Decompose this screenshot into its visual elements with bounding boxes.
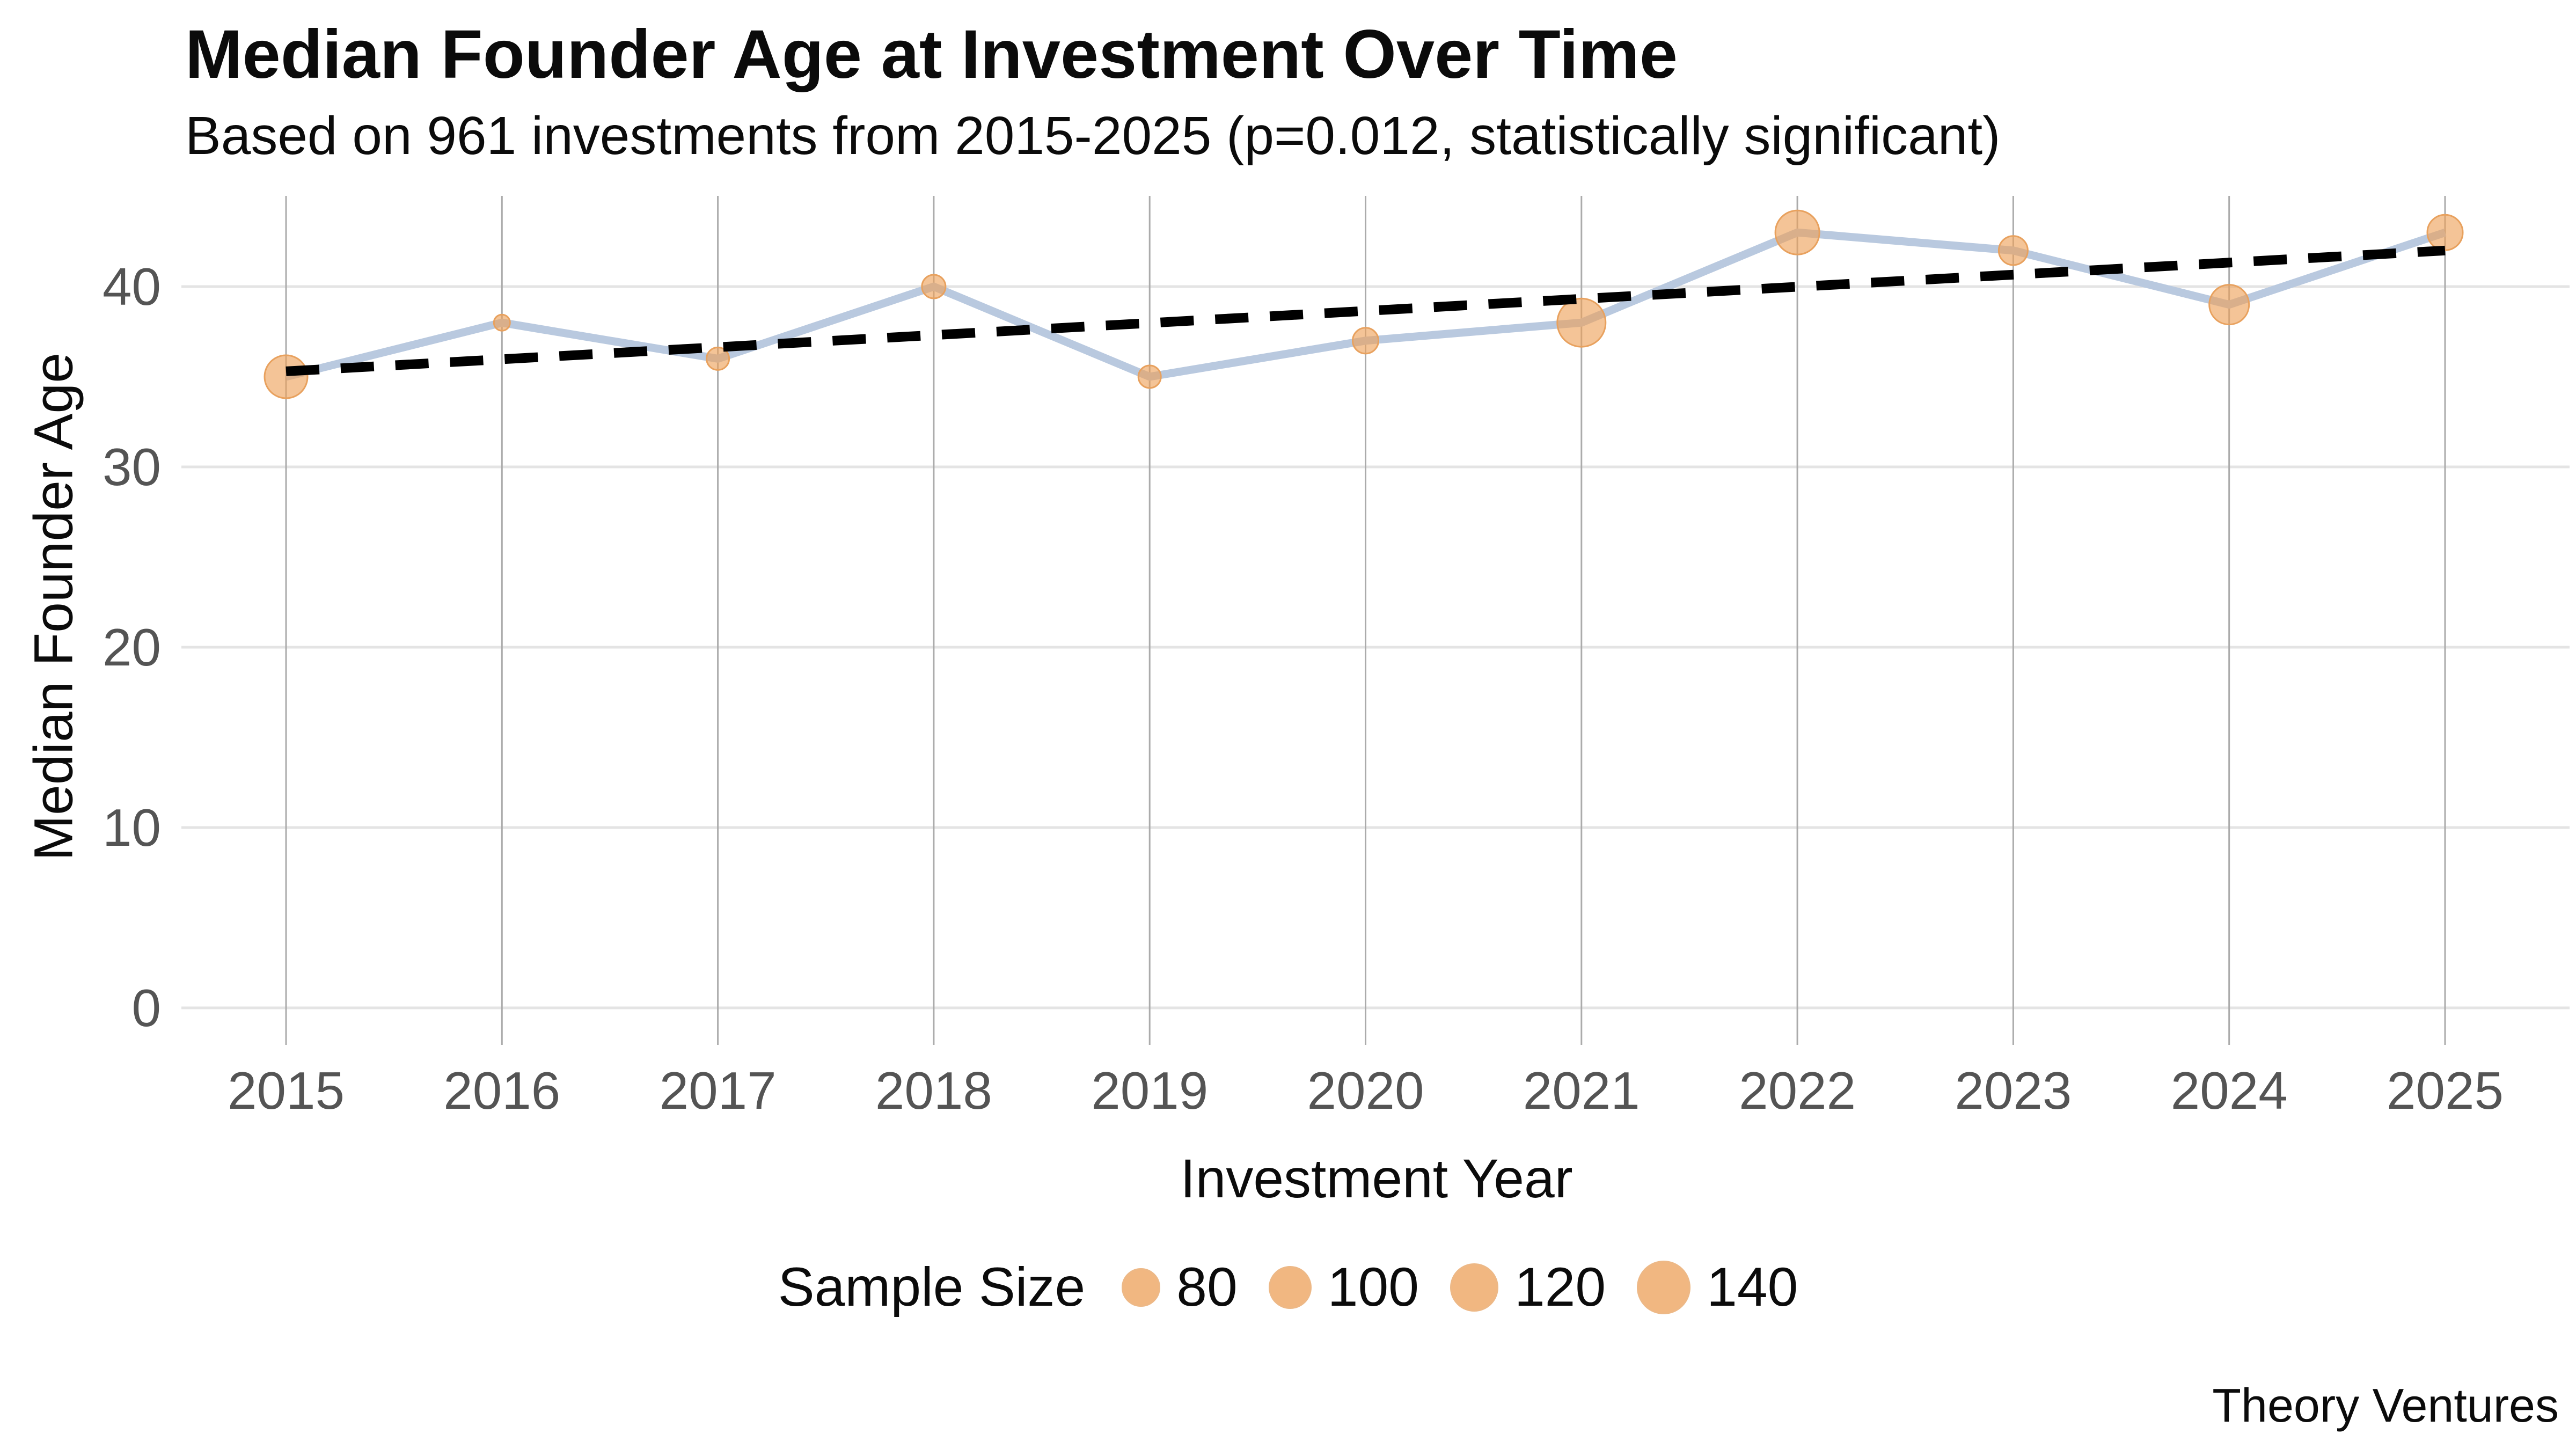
legend-item-80: 80 bbox=[1122, 1256, 1238, 1319]
x-tick-label: 2025 bbox=[2387, 1061, 2504, 1120]
data-point-2016 bbox=[493, 313, 511, 332]
data-point-2025 bbox=[2426, 214, 2464, 251]
x-tick-label: 2016 bbox=[443, 1061, 560, 1120]
data-point-2022 bbox=[1774, 209, 1820, 255]
x-axis-title: Investment Year bbox=[1180, 1148, 1573, 1209]
data-point-2015 bbox=[264, 354, 309, 399]
size-legend: Sample Size 80 100 120 140 bbox=[0, 1256, 2576, 1319]
vertical-gridlines bbox=[285, 196, 2446, 1045]
legend-item-100: 100 bbox=[1268, 1256, 1419, 1319]
legend-size-swatch bbox=[1268, 1265, 1312, 1309]
legend-size-label: 80 bbox=[1176, 1256, 1238, 1318]
legend-item-140: 140 bbox=[1637, 1256, 1798, 1319]
x-tick-label: 2018 bbox=[875, 1061, 992, 1120]
x-tick-label: 2019 bbox=[1091, 1061, 1208, 1120]
trend-line bbox=[286, 245, 2446, 376]
data-point-2024 bbox=[2208, 284, 2250, 326]
legend-size-label: 120 bbox=[1514, 1256, 1606, 1318]
data-point-2021 bbox=[1556, 297, 1607, 348]
legend-size-swatch bbox=[1637, 1260, 1691, 1314]
data-point-2023 bbox=[1997, 235, 2029, 266]
footer-brand: Theory Ventures bbox=[2212, 1379, 2559, 1432]
x-tick-label: 2021 bbox=[1523, 1061, 1640, 1120]
legend-size-swatch bbox=[1450, 1263, 1498, 1312]
x-tick-label: 2024 bbox=[2171, 1061, 2288, 1120]
chart-title: Median Founder Age at Investment Over Ti… bbox=[185, 16, 1678, 93]
data-point-2017 bbox=[706, 346, 730, 371]
y-tick-labels: 0 10 20 30 40 bbox=[103, 257, 161, 1037]
data-point-2018 bbox=[921, 274, 947, 299]
x-tick-label: 2015 bbox=[228, 1061, 345, 1120]
legend-size-swatch bbox=[1122, 1268, 1161, 1307]
legend-size-label: 100 bbox=[1327, 1256, 1419, 1318]
y-tick-label: 20 bbox=[103, 618, 161, 677]
horizontal-gridlines bbox=[181, 285, 2570, 1009]
legend-item-120: 120 bbox=[1450, 1256, 1606, 1319]
legend-size-label: 140 bbox=[1707, 1256, 1798, 1318]
data-point-2020 bbox=[1352, 327, 1379, 355]
legend-title: Sample Size bbox=[778, 1256, 1086, 1318]
x-tick-label: 2023 bbox=[1955, 1061, 2072, 1120]
x-tick-label: 2017 bbox=[660, 1061, 777, 1120]
x-tick-label: 2022 bbox=[1739, 1061, 1856, 1120]
x-tick-labels: 2015 2016 2017 2018 2019 2020 2021 2022 2023 2024… bbox=[228, 1061, 2504, 1120]
x-tick-label: 2020 bbox=[1307, 1061, 1424, 1120]
chart-subtitle: Based on 961 investments from 2015-2025 … bbox=[185, 106, 2001, 166]
y-tick-label: 30 bbox=[103, 437, 161, 496]
y-tick-label: 10 bbox=[103, 798, 161, 857]
data-points bbox=[264, 209, 2464, 399]
y-axis-title: Median Founder Age bbox=[23, 353, 84, 861]
y-tick-label: 40 bbox=[103, 257, 161, 316]
y-tick-label: 0 bbox=[131, 978, 161, 1037]
data-point-2019 bbox=[1137, 364, 1162, 389]
